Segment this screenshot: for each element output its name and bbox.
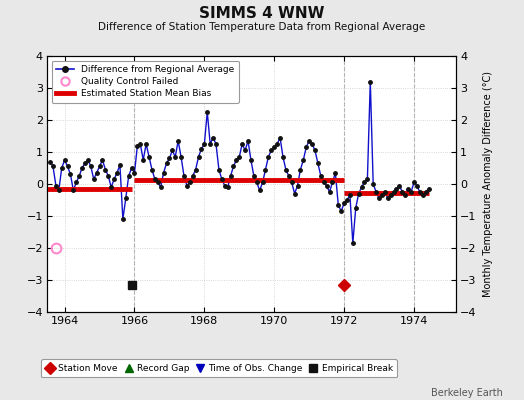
Text: Difference of Station Temperature Data from Regional Average: Difference of Station Temperature Data f…: [99, 22, 425, 32]
Text: SIMMS 4 WNW: SIMMS 4 WNW: [199, 6, 325, 21]
Text: Berkeley Earth: Berkeley Earth: [431, 388, 503, 398]
Y-axis label: Monthly Temperature Anomaly Difference (°C): Monthly Temperature Anomaly Difference (…: [484, 71, 494, 297]
Legend: Difference from Regional Average, Quality Control Failed, Estimated Station Mean: Difference from Regional Average, Qualit…: [52, 60, 239, 103]
Legend: Station Move, Record Gap, Time of Obs. Change, Empirical Break: Station Move, Record Gap, Time of Obs. C…: [41, 360, 397, 378]
